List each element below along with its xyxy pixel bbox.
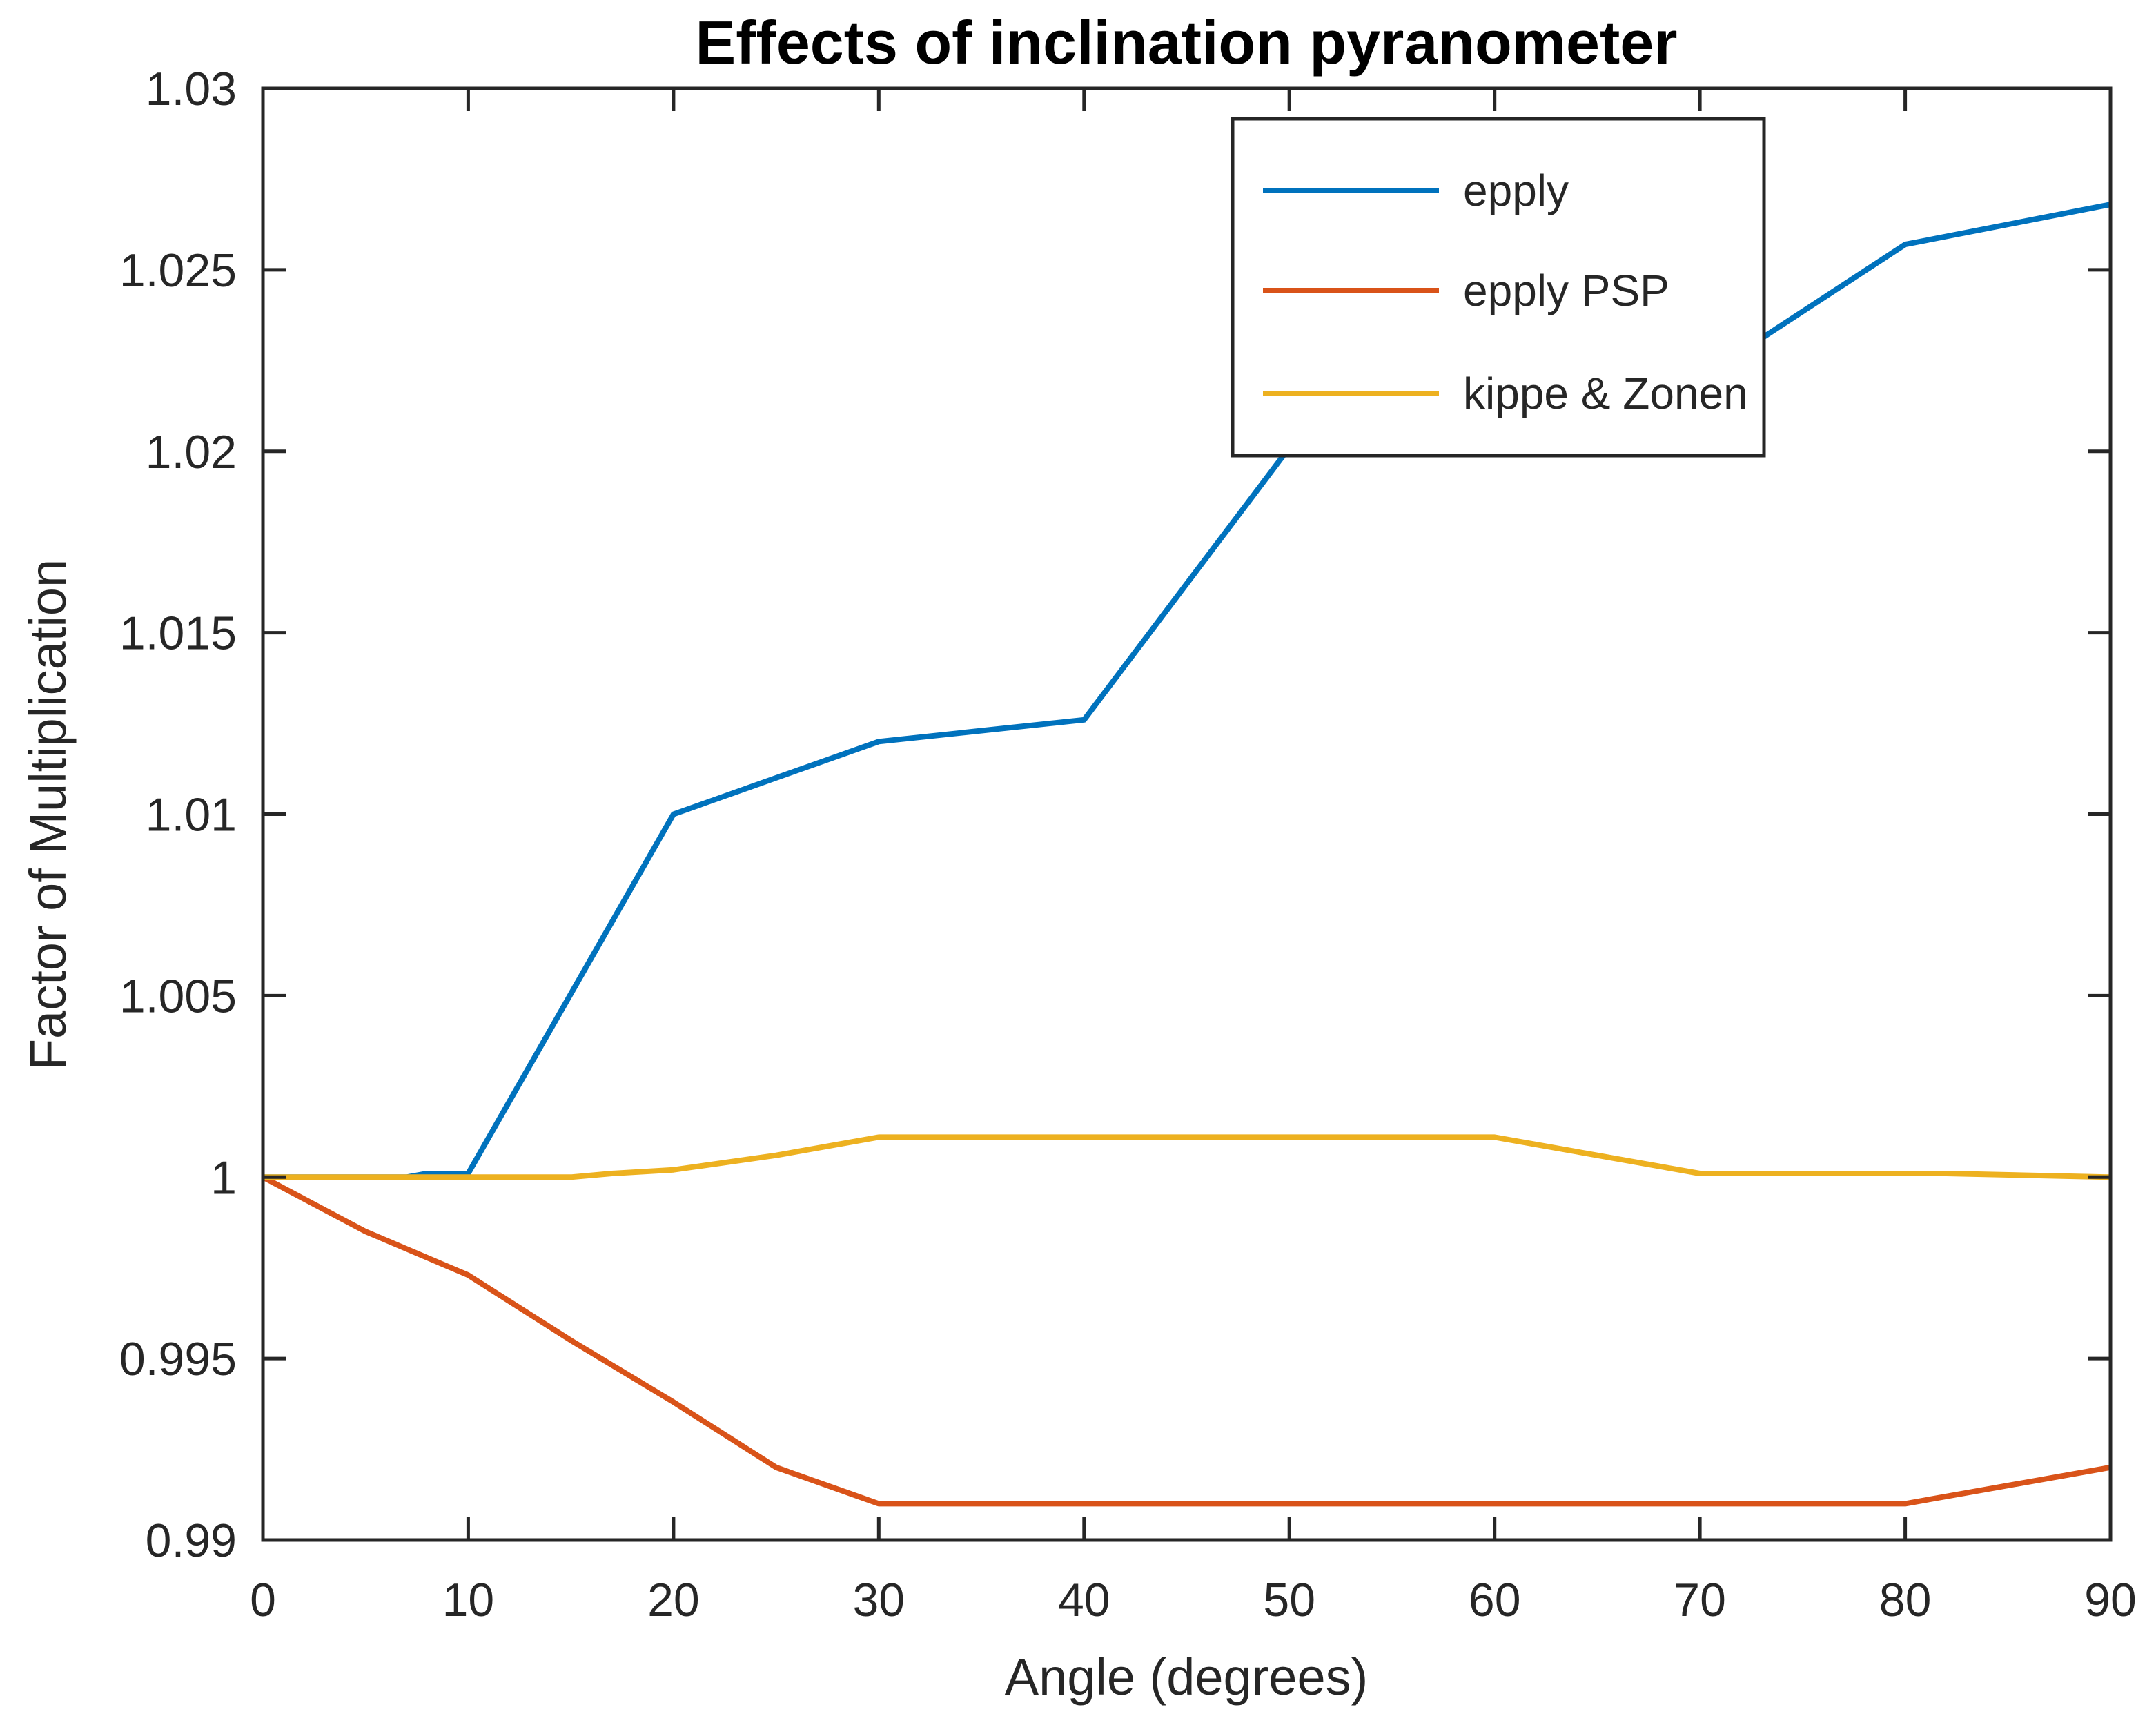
y-tick-label: 1	[210, 1151, 237, 1204]
legend-label-kippe-zonen: kippe & Zonen	[1463, 369, 1748, 418]
y-tick-label: 0.995	[119, 1333, 237, 1385]
x-tick-label: 10	[442, 1574, 495, 1626]
y-tick-label: 1.005	[119, 970, 237, 1022]
legend-label-epply-psp: epply PSP	[1463, 266, 1669, 315]
y-tick-label: 0.99	[146, 1514, 237, 1567]
y-axis-label: Factor of Multiplication	[19, 559, 77, 1070]
x-tick-label: 60	[1469, 1574, 1521, 1626]
series-line-epply-psp	[262, 1174, 2111, 1507]
x-tick-label: 70	[1674, 1574, 1726, 1626]
x-tick-label: 50	[1263, 1574, 1315, 1626]
plot-area	[263, 88, 2110, 1540]
x-axis-label: Angle (degrees)	[1005, 1648, 1369, 1706]
y-tick-label: 1.015	[119, 607, 237, 660]
x-tick-label: 0	[250, 1574, 276, 1626]
legend-entries: epply epply PSP kippe & Zonen	[1263, 166, 1748, 418]
x-tick-label: 20	[647, 1574, 700, 1626]
legend: epply epply PSP kippe & Zonen	[1231, 117, 1766, 458]
x-tick-label: 80	[1879, 1574, 1932, 1626]
series-line-kippe-zonen	[263, 1134, 2111, 1180]
y-tick-label: 1.02	[146, 426, 237, 478]
chart-title: Effects of inclination pyranometer	[696, 8, 1678, 77]
y-tick-label: 1.01	[146, 789, 237, 841]
x-tick-label: 90	[2084, 1574, 2137, 1626]
y-tick-label: 1.03	[146, 63, 237, 115]
legend-label-epply: epply	[1463, 166, 1569, 215]
x-tick-label: 40	[1058, 1574, 1110, 1626]
x-tick-label: 30	[852, 1574, 905, 1626]
legend-box	[1231, 117, 1766, 458]
y-tick-label: 1.025	[119, 244, 237, 297]
tick-labels-group: 0 10 20 30 40 50 60 70 80 90 0.99 0.995 1 1.005 1.01 1.…	[119, 63, 2137, 1626]
ticks-group	[261, 86, 2113, 1542]
